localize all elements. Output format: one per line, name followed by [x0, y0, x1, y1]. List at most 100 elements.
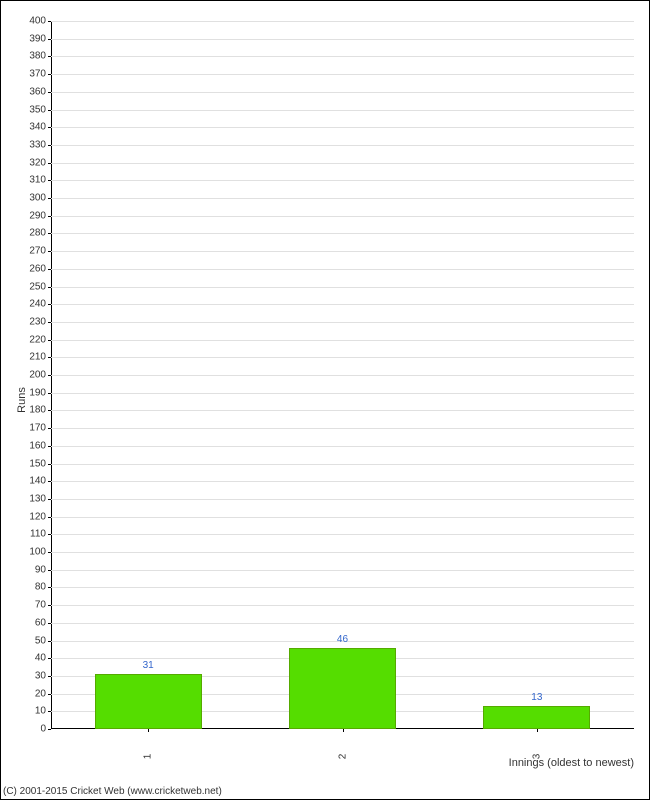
grid-line — [51, 39, 634, 40]
y-tick — [48, 39, 51, 40]
y-tick-label: 10 — [35, 706, 46, 717]
grid-line — [51, 21, 634, 22]
grid-line — [51, 410, 634, 411]
y-tick-label: 380 — [29, 51, 46, 62]
x-axis-title: Innings (oldest to newest) — [509, 757, 634, 769]
bar: 46 — [289, 648, 396, 729]
y-tick-label: 240 — [29, 299, 46, 310]
copyright-text: (C) 2001-2015 Cricket Web (www.cricketwe… — [3, 786, 222, 797]
y-tick — [48, 163, 51, 164]
y-tick — [48, 410, 51, 411]
grid-line — [51, 251, 634, 252]
y-tick — [48, 251, 51, 252]
grid-line — [51, 623, 634, 624]
x-tick — [148, 729, 149, 732]
y-tick-label: 200 — [29, 370, 46, 381]
grid-line — [51, 269, 634, 270]
grid-line — [51, 216, 634, 217]
y-tick-label: 180 — [29, 405, 46, 416]
y-tick — [48, 357, 51, 358]
y-tick-label: 150 — [29, 458, 46, 469]
grid-line — [51, 464, 634, 465]
y-tick-label: 170 — [29, 423, 46, 434]
y-tick-label: 80 — [35, 582, 46, 593]
grid-line — [51, 92, 634, 93]
y-tick — [48, 198, 51, 199]
y-tick-label: 350 — [29, 104, 46, 115]
y-tick — [48, 658, 51, 659]
y-tick — [48, 676, 51, 677]
grid-line — [51, 74, 634, 75]
x-tick — [537, 729, 538, 732]
grid-line — [51, 340, 634, 341]
y-tick — [48, 641, 51, 642]
grid-line — [51, 446, 634, 447]
y-tick — [48, 499, 51, 500]
y-tick — [48, 233, 51, 234]
y-tick — [48, 145, 51, 146]
grid-line — [51, 287, 634, 288]
grid-line — [51, 552, 634, 553]
y-tick — [48, 110, 51, 111]
y-tick-label: 60 — [35, 617, 46, 628]
bar-value-label: 13 — [531, 692, 542, 703]
y-tick-label: 210 — [29, 352, 46, 363]
y-tick — [48, 92, 51, 93]
y-tick — [48, 269, 51, 270]
grid-line — [51, 56, 634, 57]
y-tick — [48, 74, 51, 75]
y-tick-label: 50 — [35, 635, 46, 646]
y-tick-label: 330 — [29, 139, 46, 150]
y-tick-label: 110 — [30, 529, 46, 540]
y-tick — [48, 375, 51, 376]
y-tick — [48, 729, 51, 730]
y-tick-label: 360 — [29, 86, 46, 97]
y-tick — [48, 481, 51, 482]
grid-line — [51, 198, 634, 199]
y-tick — [48, 304, 51, 305]
bar-value-label: 46 — [337, 634, 348, 645]
grid-line — [51, 393, 634, 394]
grid-line — [51, 180, 634, 181]
y-tick — [48, 552, 51, 553]
grid-line — [51, 570, 634, 571]
y-tick-label: 100 — [29, 547, 46, 558]
y-tick-label: 320 — [29, 157, 46, 168]
grid-line — [51, 163, 634, 164]
y-tick-label: 120 — [29, 511, 46, 522]
y-tick — [48, 534, 51, 535]
plot-area: 0102030405060708090100110120130140150160… — [51, 21, 634, 729]
y-tick-label: 250 — [29, 281, 46, 292]
grid-line — [51, 499, 634, 500]
grid-line — [51, 428, 634, 429]
y-tick-label: 90 — [35, 564, 46, 575]
y-tick-label: 220 — [29, 334, 46, 345]
grid-line — [51, 534, 634, 535]
y-tick — [48, 605, 51, 606]
y-tick-label: 400 — [29, 16, 46, 27]
y-tick — [48, 21, 51, 22]
y-tick-label: 370 — [29, 69, 46, 80]
y-tick-label: 160 — [29, 440, 46, 451]
y-tick — [48, 287, 51, 288]
x-tick-label: 1 — [143, 754, 154, 760]
grid-line — [51, 605, 634, 606]
y-tick-label: 70 — [35, 600, 46, 611]
y-tick-label: 0 — [40, 724, 46, 735]
y-tick-label: 30 — [35, 670, 46, 681]
y-tick-label: 140 — [29, 476, 46, 487]
y-tick — [48, 623, 51, 624]
grid-line — [51, 587, 634, 588]
chart-container: 0102030405060708090100110120130140150160… — [0, 0, 650, 800]
y-tick — [48, 393, 51, 394]
y-tick-label: 130 — [29, 493, 46, 504]
bar: 13 — [483, 706, 590, 729]
y-tick-label: 190 — [29, 387, 46, 398]
bar: 31 — [95, 674, 202, 729]
y-tick — [48, 322, 51, 323]
bar-value-label: 31 — [143, 660, 154, 671]
y-tick — [48, 464, 51, 465]
grid-line — [51, 127, 634, 128]
grid-line — [51, 304, 634, 305]
y-tick — [48, 694, 51, 695]
